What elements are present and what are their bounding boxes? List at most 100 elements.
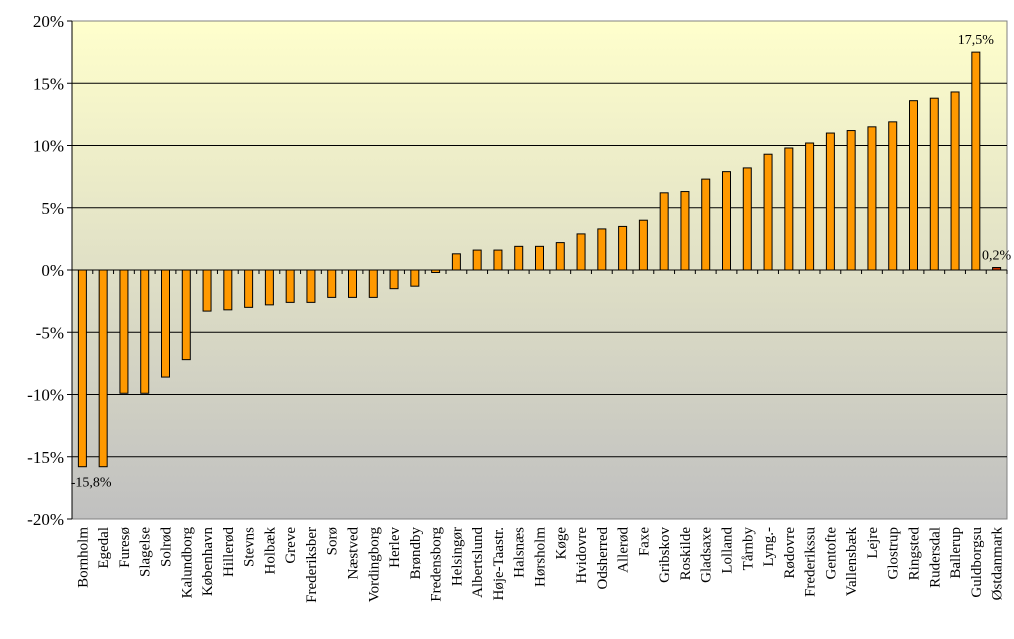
x-category-label: Albertslund [470, 527, 486, 598]
bar-bornholm [77, 269, 87, 468]
y-tick-label: -15% [27, 448, 64, 467]
bar-hvidovre [576, 233, 586, 271]
bar-stevns [244, 269, 254, 308]
y-tick-label: 5% [41, 199, 64, 218]
bar-guldborgsu [971, 51, 981, 271]
bar-helsingør [451, 253, 461, 271]
data-label: -15,8% [71, 476, 112, 491]
x-category-label: Guldborgsu [969, 527, 985, 598]
bar-vallensbæk [846, 130, 856, 271]
bar-holbæk [264, 269, 274, 306]
data-labels: -15,8% 17,5% 0,2% [71, 33, 1012, 491]
y-tick-label: -10% [27, 386, 64, 405]
bar-gladsaxe [701, 178, 711, 271]
x-category-label: Brøndby [408, 527, 424, 580]
x-category-label: Sorø [325, 527, 341, 555]
x-category-label: Høje-Taastr. [491, 527, 507, 601]
y-tick-label: 20% [33, 12, 64, 31]
bar-høje-taastr- [493, 249, 503, 271]
bar-odsherred [597, 228, 607, 271]
x-category-label: Gentofte [823, 527, 839, 580]
x-category-label: Bornholm [75, 527, 91, 588]
y-tick-label: -5% [36, 323, 64, 342]
x-category-label: Egedal [96, 527, 112, 569]
x-category-label: Rudersdal [927, 527, 943, 588]
bars [72, 51, 1008, 468]
bar-allerød [618, 225, 628, 271]
y-tick-label: 15% [33, 74, 64, 93]
x-category-label: Ringsted [907, 527, 923, 581]
bar-kalundborg [181, 269, 191, 361]
x-category-label: Faxe [636, 527, 652, 557]
y-tick-label: 10% [33, 137, 64, 156]
x-category-label: Helsingør [449, 527, 465, 586]
x-category-label: Tårnby [740, 527, 756, 571]
x-category-label: Slagelse [138, 527, 154, 577]
x-category-label: Greve [283, 527, 299, 564]
bar-herlev [389, 269, 399, 290]
bar-lejre [867, 126, 877, 271]
bar-albertslund [472, 249, 482, 271]
bar-sorø [327, 269, 337, 298]
bar-rødovre [784, 147, 794, 271]
bar-vordingborg [368, 269, 378, 298]
data-label: 0,2% [982, 249, 1012, 264]
x-category-label: Ballerup [948, 527, 964, 579]
x-category-label: Solrød [159, 527, 175, 568]
x-category-label: Frederiksber [304, 527, 320, 603]
x-category-label: Glostrup [886, 527, 902, 580]
bar-halsnæs [514, 245, 524, 271]
x-category-label: Herlev [387, 527, 403, 568]
x-category-label: Holbæk [262, 527, 278, 575]
x-category-label: Frederikssu [803, 527, 819, 597]
bar-roskilde [680, 191, 690, 271]
x-category-label: Gladsaxe [699, 527, 715, 583]
x-axis-labels: Bornholm Egedal Furesø Slagelse Solrød Kalund… [75, 527, 1005, 603]
x-category-label: Roskilde [678, 527, 694, 581]
x-category-label: Allerød [616, 527, 632, 573]
x-category-label: Odsherred [595, 527, 611, 590]
y-tick-label: 0% [41, 261, 64, 280]
bar-faxe [638, 219, 648, 271]
bar-brøndby [410, 269, 420, 287]
bar-furesø [119, 269, 129, 394]
x-category-label: Gribskov [657, 527, 673, 583]
x-category-label: Vallensbæk [844, 527, 860, 597]
x-category-label: København [200, 527, 216, 597]
bar-køge [555, 242, 565, 271]
x-category-label: Lyng.- [761, 527, 777, 567]
bar-ballerup [950, 91, 960, 271]
bar-glostrup [888, 121, 898, 271]
bar-ringsted [909, 100, 918, 271]
x-category-label: Fredensborg [429, 527, 445, 602]
data-label: 17,5% [958, 33, 995, 48]
bar-lyng- [763, 153, 773, 271]
x-category-label: Hørsholm [533, 527, 549, 587]
x-category-label: Furesø [117, 527, 133, 568]
bar-solrød [161, 269, 170, 378]
x-category-label: Vordingborg [366, 527, 382, 603]
x-category-label: Køge [553, 527, 569, 560]
bar-hillerød [223, 269, 233, 311]
bar-næstved [348, 269, 357, 298]
bar-københavn [202, 269, 212, 312]
x-category-label: Halsnæs [512, 527, 528, 578]
bar-lolland [722, 171, 731, 271]
x-category-label: Stevns [242, 527, 258, 567]
x-category-label: Rødovre [782, 527, 798, 579]
y-axis: -20% -15% -10% -5% 0% 5% 10% 15% 20% [27, 12, 73, 529]
bar-slagelse [140, 269, 150, 394]
bar-egedal [98, 269, 108, 468]
y-tick-label: -20% [27, 510, 64, 529]
bar-gentofte [825, 132, 835, 271]
x-category-label: Kalundborg [179, 527, 195, 599]
bar-greve [285, 269, 295, 303]
x-category-label: Lejre [865, 527, 881, 559]
x-category-label: Hvidovre [574, 527, 590, 584]
x-category-label: Lolland [720, 527, 736, 574]
bar-frederiksber [306, 269, 316, 303]
bar-gribskov [659, 192, 669, 271]
bar-rudersdal [929, 97, 939, 271]
x-category-label: Hillerød [221, 527, 237, 577]
x-category-label: Østdanmark [990, 527, 1006, 601]
